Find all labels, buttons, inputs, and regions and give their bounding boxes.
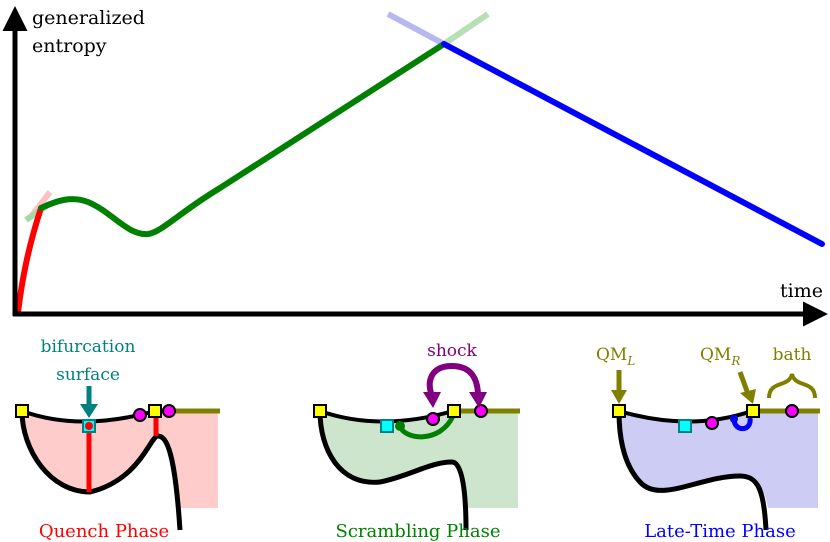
qm-right-marker [447,404,461,418]
magenta-point-2 [785,404,799,418]
bifurcation-label-line2: surface [56,365,120,385]
magenta-point-2 [162,404,176,418]
red-dot [85,422,93,430]
bath-label: bath [773,345,812,365]
qm-left-marker [15,404,29,418]
scrambling-curve [38,41,447,238]
qm-left-marker [612,404,626,418]
bifurcation-surface-marker [380,419,394,433]
magenta-point [705,416,719,430]
magenta-point [133,408,147,422]
scrambling-extension-line [442,11,490,47]
late-time-lower-curve [616,410,769,531]
late-time-shaded-region [619,411,818,508]
bath-brace [767,373,817,399]
qm-left-label: QML [596,345,635,368]
quench-panel: bifurcation surface Quench Phase [15,337,220,542]
scrambling-panel: shock Scrambling Phase [313,341,520,542]
shock-arrow-right-head [469,392,487,408]
main-plot: generalized entropy time [2,6,828,327]
shock-arrow-left-head [423,392,441,408]
qm-right-label: QMR [700,345,740,368]
qm-right-arrow [737,371,751,395]
quench-curve [15,205,44,315]
magenta-point [426,412,440,426]
quench-lower-curve [19,410,183,531]
green-dot [395,421,405,431]
y-axis-label-line1: generalized [32,7,145,29]
x-axis-label: time [780,280,823,302]
scrambling-lower-curve [317,410,469,531]
late-time-extension-line [386,11,446,47]
scrambling-shaded-region [320,411,518,508]
late-time-panel: QML QMR bath Late-Time Phase [596,345,820,542]
shock-label: shock [427,341,477,361]
qm-right-arrow-head [740,389,756,404]
scrambling-phase-title: Scrambling Phase [335,521,500,542]
qm-left-arrow-head [611,390,627,404]
bifurcation-surface-marker [678,419,692,433]
late-time-phase-title: Late-Time Phase [644,521,796,542]
quench-phase-title: Quench Phase [39,521,169,542]
shock-arrow-right [451,363,481,397]
magenta-point-2 [474,404,488,418]
bifurcation-arrow-head [80,404,98,418]
bifurcation-label-line1: bifurcation [41,337,136,357]
y-axis-label-line2: entropy [32,35,107,57]
quench-shaded-region [22,411,218,508]
qm-right-marker [746,404,760,418]
late-time-curve [441,41,825,247]
qm-right-marker [148,404,162,418]
qm-left-marker [313,404,327,418]
blue-dot [730,415,738,423]
shock-arrow-left [426,363,453,398]
